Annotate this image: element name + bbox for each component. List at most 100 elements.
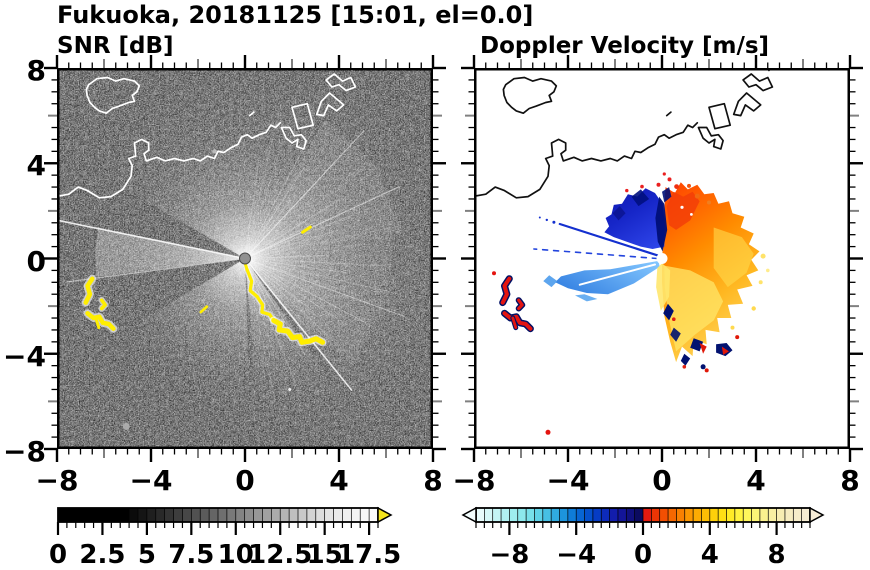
snr-colorbar	[56, 506, 393, 535]
field-dot	[735, 335, 740, 340]
x-tick-label: −8	[35, 464, 79, 497]
field-line	[558, 222, 661, 258]
colorbar-segment	[146, 507, 157, 523]
field-dot	[730, 325, 735, 330]
field-dot	[640, 184, 644, 189]
coastline-path	[708, 102, 732, 130]
field-dot	[212, 149, 217, 154]
colorbar-segment	[226, 507, 237, 523]
coastline-path	[57, 121, 282, 199]
colorbar-segment	[717, 507, 728, 523]
coastline-path	[280, 126, 307, 150]
field-polygon	[575, 294, 598, 302]
colorbar-segment	[676, 507, 686, 523]
colorbar-segment	[525, 507, 536, 523]
snr-panel-title: SNR [dB]	[57, 33, 174, 59]
coastline-snr	[57, 68, 357, 199]
colorbar-segment	[600, 507, 611, 523]
colorbar-segment	[709, 507, 719, 523]
field-dot	[674, 184, 679, 189]
snr-echo-features	[81, 149, 327, 430]
colorbar-segment	[684, 507, 694, 523]
colorbar-segment	[155, 507, 166, 523]
field-line	[502, 311, 533, 331]
field-line	[245, 267, 276, 322]
colorbar-tick-label: 5	[137, 540, 156, 570]
field-dot	[667, 177, 672, 182]
colorbar-segment	[262, 507, 273, 523]
colorbar-segment	[253, 507, 264, 523]
field-line	[271, 317, 326, 345]
coastline-path	[697, 126, 724, 150]
field-polygon	[690, 338, 704, 352]
colorbar-segment	[217, 507, 228, 523]
field-dot	[625, 188, 629, 193]
colorbar-segment	[270, 507, 281, 523]
colorbar-segment	[297, 507, 308, 523]
field-line	[199, 305, 209, 314]
colorbar-segment	[173, 507, 184, 523]
colorbar-segment	[235, 507, 246, 523]
field-polygon	[680, 353, 691, 366]
colorbar-outline	[57, 507, 379, 523]
field-dot	[687, 183, 691, 188]
colorbar-tick-label: 2.5	[79, 540, 126, 570]
colorbar-segment	[534, 507, 544, 523]
x-tick-label: 8	[423, 464, 443, 497]
field-line	[301, 225, 312, 234]
colorbar-tick-label: 0	[48, 540, 68, 570]
field-polygon	[604, 188, 665, 249]
x-tick-label: 4	[746, 464, 766, 497]
y-tick-label: 0	[26, 244, 46, 278]
colorbar-tick-label: 12.5	[248, 540, 313, 570]
field-dot	[682, 365, 687, 369]
colorbar-segment	[617, 507, 628, 523]
field-dot	[690, 213, 693, 216]
field-dot	[538, 216, 541, 219]
colorbar-segment	[609, 507, 619, 523]
field-line	[500, 276, 512, 305]
coastline-path	[315, 92, 345, 117]
y-tick-label: 8	[26, 54, 46, 87]
x-tick-label: 0	[652, 464, 672, 497]
radar-site-marker	[239, 252, 251, 265]
colorbar-tick-label: −8	[489, 540, 530, 570]
colorbar-segment	[659, 507, 669, 523]
field-line	[85, 311, 116, 331]
x-tick-label: 0	[235, 464, 255, 497]
colorbar-segment	[244, 507, 255, 523]
colorbar-segment	[128, 507, 139, 523]
snr-frame	[57, 68, 433, 449]
x-tick-label: −8	[452, 464, 496, 497]
colorbar-segment	[575, 507, 586, 523]
colorbar-segment	[542, 507, 552, 523]
field-dot	[662, 172, 666, 176]
field-polygon	[664, 265, 724, 352]
colorbar-segment	[509, 507, 519, 523]
field-polygon	[670, 327, 681, 342]
colorbar-segment	[801, 507, 811, 523]
colorbar-segment	[767, 507, 778, 523]
coastline-path	[325, 73, 357, 92]
coastline-path	[665, 111, 672, 117]
colorbar-segment	[751, 507, 761, 523]
colorbar-over-arrow	[377, 506, 393, 524]
colorbar-tick-label: 0	[633, 540, 653, 570]
velocity-frame	[474, 68, 850, 449]
field-polygon	[631, 189, 650, 207]
field-dot	[545, 218, 548, 222]
coastline-path	[291, 102, 315, 130]
coastline-path	[85, 76, 141, 115]
doppler-velocity-image	[474, 68, 850, 449]
colorbar-segment	[667, 507, 678, 523]
colorbar-segment	[75, 507, 86, 523]
colorbar-segment	[102, 507, 113, 523]
coastline-path	[474, 121, 699, 199]
figure-title: Fukuoka, 20181125 [15:01, el=0.0]	[57, 1, 534, 29]
field-dot	[751, 306, 756, 311]
colorbar-tick-label: 17.5	[337, 540, 402, 570]
field-line	[511, 316, 518, 330]
field-dot	[760, 253, 766, 259]
field-polygon	[656, 263, 671, 311]
